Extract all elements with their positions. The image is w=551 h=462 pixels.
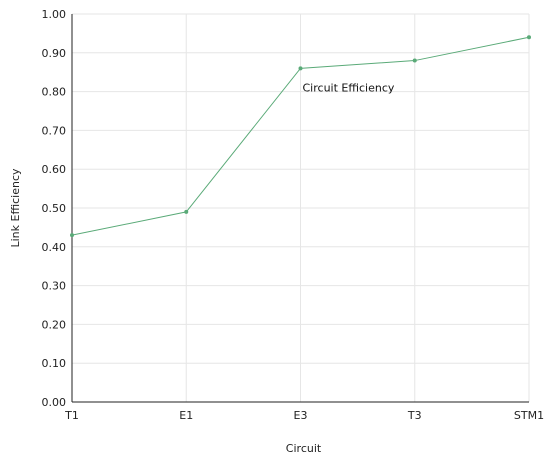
x-tick-label: STM1 xyxy=(514,409,544,422)
y-tick-label: 0.80 xyxy=(42,86,67,99)
data-point xyxy=(70,233,74,238)
data-point xyxy=(412,58,417,63)
x-tick-label: E1 xyxy=(179,409,193,422)
y-tick-label: 0.50 xyxy=(42,202,67,215)
annotations: Circuit Efficiency xyxy=(303,82,395,95)
y-tick-label: 0.00 xyxy=(42,396,67,409)
y-tick-label: 0.20 xyxy=(42,318,67,331)
y-tick-labels: 0.00 0.10 0.20 0.30 0.40 0.50 0.60 0.70 0.80 0.90… xyxy=(42,8,67,409)
data-point xyxy=(527,35,531,40)
y-tick-label: 0.30 xyxy=(42,280,67,293)
annotation-label: Circuit Efficiency xyxy=(303,82,395,95)
data-point xyxy=(298,66,303,71)
x-tick-label: E3 xyxy=(294,409,308,422)
y-axis-title: Link Efficiency xyxy=(9,168,22,247)
series-group xyxy=(70,35,531,238)
grid-lines xyxy=(72,13,530,402)
y-tick-label: 0.10 xyxy=(42,357,67,370)
x-axis-title: Circuit xyxy=(286,442,322,455)
y-tick-label: 0.40 xyxy=(42,241,67,254)
x-tick-label: T1 xyxy=(64,409,79,422)
data-point xyxy=(184,209,189,214)
x-tick-labels: T1 E1 E3 T3 STM1 xyxy=(64,409,544,422)
axes xyxy=(71,14,529,403)
x-tick-label: T3 xyxy=(407,409,422,422)
y-tick-label: 1.00 xyxy=(42,8,67,21)
y-tick-label: 0.60 xyxy=(42,163,67,176)
y-tick-label: 0.70 xyxy=(42,124,67,137)
y-tick-label: 0.90 xyxy=(42,47,67,60)
